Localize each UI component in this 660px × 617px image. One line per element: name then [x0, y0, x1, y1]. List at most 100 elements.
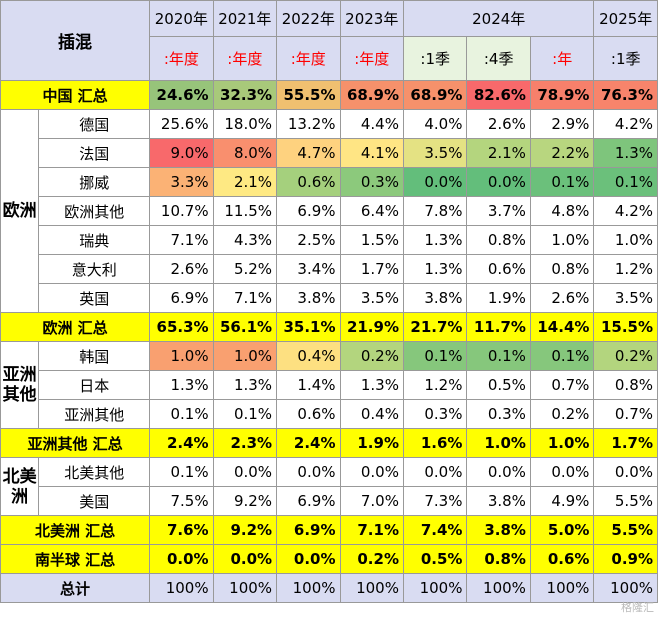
subtotal-value: 21.9% — [339, 312, 404, 342]
south-label: 南半球 汇总 — [0, 544, 151, 574]
share-value: 0.0% — [402, 167, 468, 197]
share-value: 0.7% — [593, 399, 658, 429]
subtotal-value: 2.4% — [149, 428, 214, 458]
south-value: 0.6% — [529, 544, 595, 574]
total-value: 100% — [339, 573, 404, 603]
subtotal-value: 3.8% — [466, 515, 531, 545]
subtotal-value: 15.5% — [593, 312, 658, 342]
share-value: 1.3% — [212, 370, 278, 400]
share-value: 4.4% — [339, 109, 404, 139]
share-value: 1.5% — [339, 225, 404, 255]
country-name: 瑞典 — [38, 225, 151, 255]
share-value: 0.6% — [276, 167, 341, 197]
share-value: 1.2% — [593, 254, 658, 284]
share-value: 6.9% — [276, 486, 341, 516]
period-2024-q1: :1季 — [402, 36, 468, 81]
south-value: 0.0% — [212, 544, 278, 574]
share-value: 4.1% — [339, 138, 404, 168]
table-row: 亚洲其他 韩国 1.0% 1.0% 0.4% 0.2% 0.1% 0.1% 0.1% 0.2% — [0, 341, 658, 429]
period-2023: :年度 — [339, 36, 404, 81]
year-2024: 2024年 — [402, 0, 595, 37]
share-value: 0.8% — [593, 370, 658, 400]
share-value: 0.2% — [529, 399, 595, 429]
period-2021: :年度 — [212, 36, 278, 81]
share-value: 4.2% — [593, 109, 658, 139]
total-value: 100% — [212, 573, 278, 603]
share-value: 1.0% — [593, 225, 658, 255]
share-value: 0.0% — [276, 457, 341, 487]
share-value: 2.5% — [276, 225, 341, 255]
subtotal-value: 65.3% — [149, 312, 214, 342]
country-name: 美国 — [38, 486, 151, 516]
period-2024-q4: :4季 — [466, 36, 531, 81]
share-value: 0.6% — [276, 399, 341, 429]
europe-region-label: 欧洲 — [0, 109, 40, 313]
subtotal-value: 2.3% — [212, 428, 278, 458]
namerica-subtotal-label: 北美洲 汇总 — [0, 515, 151, 545]
china-value: 24.6% — [149, 80, 214, 110]
share-value: 2.2% — [529, 138, 595, 168]
subtotal-value: 7.6% — [149, 515, 214, 545]
country-name: 韩国 — [38, 341, 151, 371]
subtotal-value: 7.4% — [402, 515, 468, 545]
share-value: 7.0% — [339, 486, 404, 516]
share-value: 1.7% — [339, 254, 404, 284]
share-value: 4.2% — [593, 196, 658, 226]
share-value: 1.3% — [402, 225, 468, 255]
share-value: 0.1% — [149, 457, 214, 487]
period-2020: :年度 — [149, 36, 214, 81]
share-value: 1.3% — [402, 254, 468, 284]
share-value: 5.2% — [212, 254, 278, 284]
share-value: 4.0% — [402, 109, 468, 139]
namerica-subtotal-row: 北美洲 汇总 7.6% 9.2% 6.9% 7.1% 7.4% 3.8% 5.0% 5.5% — [0, 515, 658, 545]
year-2020: 2020年 — [149, 0, 214, 37]
share-value: 7.1% — [149, 225, 214, 255]
share-value: 2.1% — [212, 167, 278, 197]
share-value: 9.2% — [212, 486, 278, 516]
share-value: 0.1% — [593, 167, 658, 197]
share-value: 0.0% — [402, 457, 468, 487]
subtotal-value: 11.7% — [466, 312, 531, 342]
share-value: 4.7% — [276, 138, 341, 168]
share-value: 3.4% — [276, 254, 341, 284]
share-value: 1.2% — [402, 370, 468, 400]
subtotal-value: 1.6% — [402, 428, 468, 458]
share-value: 2.6% — [529, 283, 595, 313]
country-name: 意大利 — [38, 254, 151, 284]
table-row: 欧洲其他 10.7% 11.5% 6.9% 6.4% 7.8% 3.7% 4.8% 4.2% — [1, 196, 658, 226]
subtotal-value: 5.0% — [529, 515, 595, 545]
share-value: 9.0% — [149, 138, 214, 168]
china-value: 76.3% — [593, 80, 658, 110]
table-row: 瑞典 7.1% 4.3% 2.5% 1.5% 1.3% 0.8% 1.0% 1.0% — [1, 225, 658, 255]
period-2025-q1: :1季 — [593, 36, 658, 81]
country-name: 亚洲其他 — [38, 399, 151, 429]
year-2023: 2023年 — [339, 0, 404, 37]
subtotal-value: 14.4% — [529, 312, 595, 342]
share-value: 7.3% — [402, 486, 468, 516]
table-row: 英国 6.9% 7.1% 3.8% 3.5% 3.8% 1.9% 2.6% 3.5% — [1, 283, 658, 313]
share-value: 1.9% — [466, 283, 531, 313]
share-value: 0.0% — [466, 167, 531, 197]
china-value: 68.9% — [339, 80, 404, 110]
country-name: 法国 — [38, 138, 151, 168]
south-value: 0.0% — [149, 544, 214, 574]
share-value: 0.8% — [466, 225, 531, 255]
year-2025: 2025年 — [593, 0, 658, 37]
share-value: 0.6% — [466, 254, 531, 284]
total-value: 100% — [402, 573, 468, 603]
share-value: 13.2% — [276, 109, 341, 139]
share-value: 1.3% — [339, 370, 404, 400]
europe-subtotal-label: 欧洲 汇总 — [0, 312, 151, 342]
year-2021: 2021年 — [212, 0, 278, 37]
share-value: 7.8% — [402, 196, 468, 226]
share-value: 1.0% — [529, 225, 595, 255]
share-value: 0.1% — [212, 399, 278, 429]
subtotal-value: 1.7% — [593, 428, 658, 458]
share-value: 7.1% — [212, 283, 278, 313]
country-name: 德国 — [38, 109, 151, 139]
share-value: 3.8% — [402, 283, 468, 313]
share-value: 0.1% — [402, 341, 468, 371]
total-label: 总计 — [0, 573, 151, 603]
corner-label: 插混 — [0, 0, 151, 81]
europe-subtotal-row: 欧洲 汇总 65.3% 56.1% 35.1% 21.9% 21.7% 11.7% 14.4%… — [0, 312, 658, 342]
